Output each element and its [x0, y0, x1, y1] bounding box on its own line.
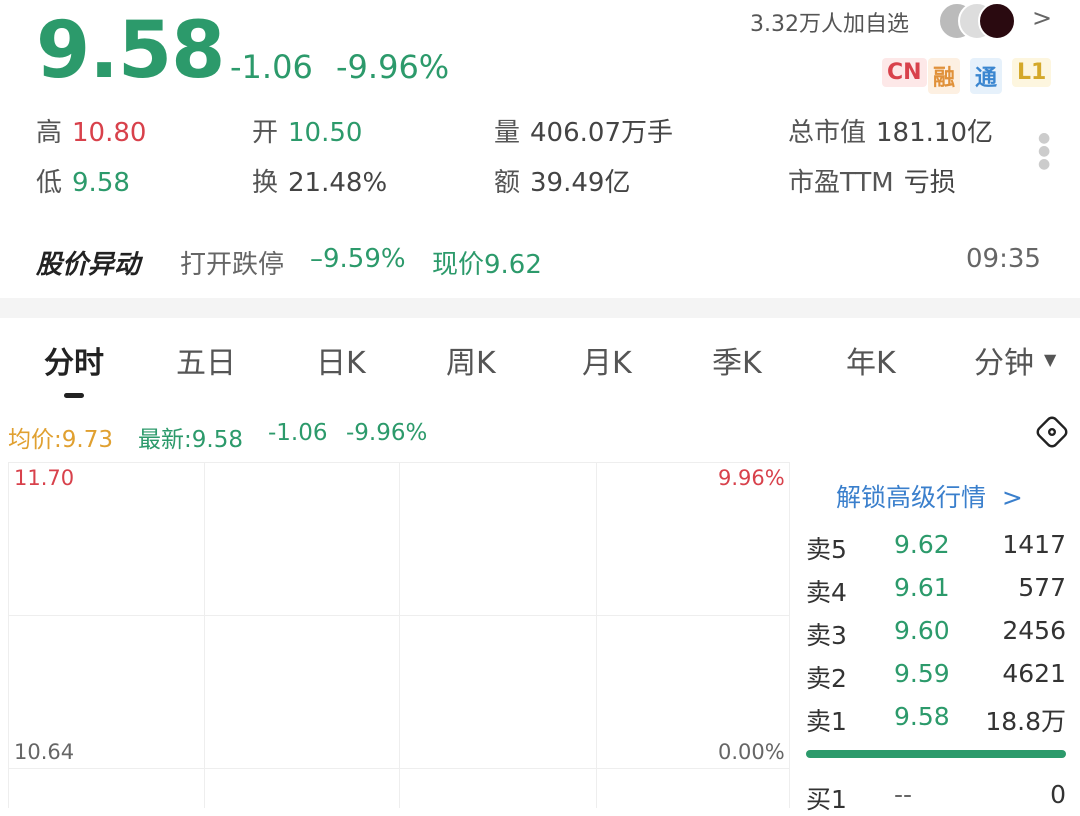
alert-now-price: 现价9.62 [432, 250, 542, 280]
stat-label: 高 [36, 118, 63, 148]
stat-value: 10.80 [72, 118, 147, 148]
stat-value: 406.07万手 [530, 118, 673, 148]
divider [0, 298, 1080, 318]
tab-6[interactable]: 年K [846, 346, 896, 381]
stat-label: 开 [252, 118, 279, 148]
orderbook-level-label: 卖3 [806, 621, 847, 650]
chevron-right-icon[interactable]: > [1032, 4, 1053, 32]
orderbook-level-label: 卖4 [806, 578, 847, 607]
orderbook-price: 9.62 [894, 530, 950, 559]
stat-label: 低 [36, 168, 63, 198]
stat-label: 额 [494, 168, 521, 198]
axis-top-price: 11.70 [14, 466, 75, 490]
tag-margin: 融 [928, 58, 961, 94]
legend-latest: 最新:9.58 [138, 427, 243, 453]
price-change-pct: -9.96% [336, 48, 450, 86]
tab-4[interactable]: 月K [582, 346, 632, 381]
stat-value: 181.10亿 [876, 118, 993, 148]
alert-text[interactable]: 打开跌停 [180, 250, 285, 280]
stat-item: 开 10.50 [252, 112, 362, 149]
orderbook-level-label: 卖2 [806, 664, 847, 693]
settings-icon[interactable] [1033, 413, 1071, 451]
stat-item: 市盈TTM 亏损 [788, 162, 956, 199]
tab-0[interactable]: 分时 [44, 346, 104, 381]
orderbook-price: 9.59 [894, 659, 950, 688]
stat-label: 市盈TTM [788, 168, 894, 198]
orderbook-volume: 18.8万 [985, 707, 1066, 736]
more-icon[interactable]: ● ● ● [1038, 130, 1051, 172]
tab-7[interactable]: 分钟 [974, 346, 1034, 381]
legend-pct: -9.96% [346, 420, 428, 446]
orderbook-price: 9.58 [894, 702, 950, 731]
tab-3[interactable]: 周K [446, 346, 496, 381]
stat-value: 9.58 [72, 168, 130, 198]
alert-title: 股价异动 [36, 250, 141, 280]
orderbook-volume: 2456 [1002, 616, 1066, 645]
intraday-chart[interactable] [8, 462, 790, 808]
stat-label: 换 [252, 168, 279, 198]
avatar [978, 2, 1016, 40]
tab-5[interactable]: 季K [712, 346, 762, 381]
orderbook-level-label: 卖5 [806, 535, 847, 564]
price-change: -1.06 [230, 48, 313, 86]
stat-item: 换 21.48% [252, 162, 387, 199]
active-tab-indicator [64, 393, 84, 398]
stat-label: 总市值 [788, 118, 867, 148]
tag-cn: CN [882, 58, 927, 87]
stat-item: 额 39.49亿 [494, 162, 630, 199]
orderbook-volume: 1417 [1002, 530, 1066, 559]
orderbook-price: 9.61 [894, 573, 950, 602]
orderbook-volume: 577 [1018, 573, 1066, 602]
orderbook-volume: 4621 [1002, 659, 1066, 688]
tab-1[interactable]: 五日 [176, 346, 236, 381]
stat-item: 总市值 181.10亿 [788, 112, 993, 149]
unlock-advanced-quotes-link[interactable]: 解锁高级行情 > [836, 483, 1023, 512]
orderbook-level-label: 买1 [806, 785, 847, 814]
stat-value: 10.50 [288, 118, 363, 148]
legend-change: -1.06 [268, 420, 328, 446]
alert-time: 09:35 [966, 244, 1041, 274]
stat-item: 高 10.80 [36, 112, 146, 149]
unlock-label: 解锁高级行情 [836, 483, 987, 512]
orderbook-level-label: 卖1 [806, 707, 847, 736]
stat-value: 亏损 [903, 168, 956, 198]
orderbook-price: 9.60 [894, 616, 950, 645]
watchers-count[interactable]: 3.32万人加自选 [750, 12, 909, 37]
caret-down-icon[interactable]: ▼ [1044, 350, 1057, 369]
orderbook-volume: 0 [1050, 780, 1066, 809]
stat-item: 量 406.07万手 [494, 112, 673, 149]
current-price: 9.58 [36, 6, 225, 96]
stat-value: 21.48% [288, 168, 388, 198]
legend-avg: 均价:9.73 [8, 427, 113, 453]
axis-mid-pct: 0.00% [718, 740, 785, 764]
stat-value: 39.49亿 [530, 168, 631, 198]
axis-top-pct: 9.96% [718, 466, 785, 490]
alert-pct: –9.59% [310, 244, 406, 274]
orderbook-price: -- [894, 780, 913, 809]
stat-label: 量 [494, 118, 521, 148]
tag-connect: 通 [970, 58, 1003, 94]
axis-mid-price: 10.64 [14, 740, 75, 764]
tab-2[interactable]: 日K [316, 346, 366, 381]
buy-sell-ratio-bar [806, 750, 1066, 758]
tag-l1: L1 [1012, 58, 1052, 87]
stat-item: 低 9.58 [36, 162, 130, 199]
